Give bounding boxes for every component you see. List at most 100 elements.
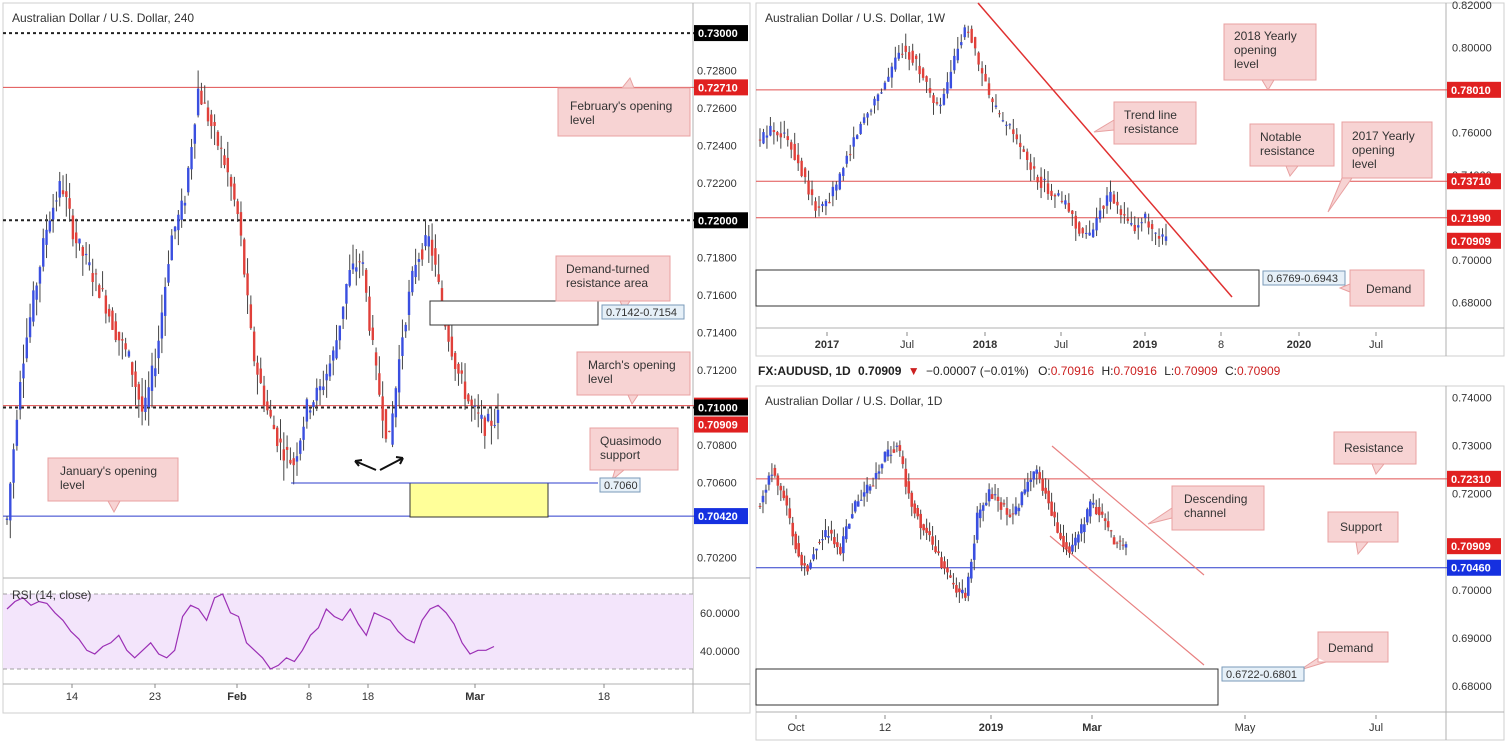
h4-candle-body	[295, 456, 299, 462]
w-candle-body	[904, 45, 907, 52]
notable-line1: Notable	[1260, 130, 1302, 144]
h4-candle-body	[473, 405, 477, 407]
trend-line-line2: resistance	[1124, 122, 1179, 136]
callout-weekly-zone: 0.6769-0.6943	[1262, 270, 1346, 286]
w-candle-body	[786, 136, 789, 141]
h4-candle-body	[65, 191, 68, 198]
quasimodo-line1: Quasimodo	[600, 434, 662, 448]
w-candle-body	[1102, 205, 1105, 209]
w-candle-body	[935, 102, 939, 104]
w-candle-body	[1161, 234, 1164, 237]
d-candle-body	[892, 449, 896, 453]
d-candle-body	[993, 494, 997, 496]
w-xtick: 8	[1218, 339, 1224, 351]
w-candle-body	[1032, 166, 1036, 169]
w-candle-body	[1039, 176, 1043, 188]
h4-candle-body	[315, 387, 318, 401]
h4-candle-body	[335, 340, 338, 359]
w-candle-body	[908, 52, 911, 60]
h4-candle-body	[338, 325, 342, 341]
d-candle-body	[836, 542, 839, 548]
h4-price-tag-label: 0.71000	[698, 403, 738, 415]
h4-candle-body	[252, 331, 256, 362]
w-candle-body	[967, 31, 970, 33]
callout-2017-yearly: 2017 Yearly opening level	[1327, 121, 1433, 213]
d-candle-body	[809, 562, 812, 569]
h4-candle-body	[137, 384, 141, 400]
h4-candle-body	[355, 267, 358, 272]
w-candle-body	[953, 55, 956, 71]
h4-candle-body	[35, 285, 38, 300]
h4-xtick: 14	[66, 691, 78, 703]
callout-march-open: March's opening level	[576, 351, 691, 406]
d-candle-body	[812, 554, 815, 560]
h4-candle-body	[134, 371, 137, 387]
w-price-tag	[1447, 232, 1501, 249]
h4-candle-body	[42, 238, 45, 267]
d-candle-body	[919, 513, 922, 529]
w-candle-body	[901, 53, 904, 55]
w-candle-body	[1137, 225, 1140, 228]
w-candle-body	[783, 132, 786, 134]
w-candle-body	[810, 189, 814, 196]
h4-xtick: 18	[362, 691, 374, 703]
h4-candle-body	[341, 306, 345, 319]
d-xtick: Mar	[1082, 722, 1102, 734]
h4-candle-body	[127, 351, 131, 357]
rsi-label: RSI (14, close)	[12, 588, 91, 602]
d-candle-body	[776, 475, 780, 486]
w-candle-body	[987, 83, 991, 95]
feb-open-line1: February's opening	[570, 99, 672, 113]
d-candle-body	[898, 445, 902, 451]
h4-candle-body	[480, 414, 483, 419]
d-candle-body	[824, 530, 827, 538]
h4-candle-body	[486, 413, 490, 422]
h4-candle-body	[88, 262, 91, 266]
d-price-tag	[1447, 538, 1501, 555]
w-candle-body	[1098, 210, 1102, 220]
h4-candle-body	[173, 226, 177, 232]
h4-ytick: 0.72400	[697, 140, 737, 152]
h4-candle-body	[440, 288, 444, 308]
w-candle-body	[793, 143, 796, 160]
d-candle-body	[827, 535, 830, 538]
w-candle-body	[796, 154, 800, 164]
h4-candle-body	[411, 270, 414, 293]
h4-candle-body	[374, 352, 378, 366]
y2018-line1: 2018 Yearly	[1234, 29, 1297, 43]
w-candle-body	[849, 154, 852, 156]
w-candle-body	[890, 66, 894, 78]
d-candle-body	[1005, 508, 1009, 515]
d-candle-body	[966, 576, 970, 596]
w-candle-body	[1064, 200, 1067, 205]
d-candle-body	[842, 536, 845, 554]
h4-price-tag-label: 0.70909	[698, 420, 738, 432]
d-xtick: May	[1235, 722, 1256, 734]
callout-feb-open: February's opening level	[557, 77, 691, 137]
w-candle-body	[769, 125, 772, 136]
jan-open-line2: level	[60, 478, 85, 492]
d-ytick: 0.73000	[1452, 441, 1492, 453]
d-candle-body	[925, 527, 928, 533]
h4-ytick: 0.70600	[697, 477, 737, 489]
h4-candle-body	[193, 124, 197, 144]
callout-jan-open: January's opening level	[47, 457, 179, 514]
h4-xtick: Mar	[465, 691, 485, 703]
w-candle-body	[946, 82, 949, 94]
w-candle-body	[866, 113, 869, 118]
daily-h-label: H:	[1101, 364, 1113, 378]
h4-candle-body	[430, 239, 434, 256]
d-candle-body	[1112, 537, 1116, 545]
h4-candle-body	[302, 426, 305, 440]
d-candle-body	[782, 490, 786, 499]
w-candle-body	[1053, 194, 1057, 197]
h4-candle-body	[28, 317, 32, 338]
d-candle-body	[889, 454, 893, 456]
w-candle-body	[1025, 151, 1029, 160]
d-candle-body	[788, 508, 792, 519]
d-candle-body	[901, 456, 905, 465]
d-candle-body	[913, 503, 917, 514]
w-candle-body	[873, 98, 876, 106]
h4-candle-body	[239, 212, 243, 236]
h4-candle-body	[226, 157, 229, 173]
